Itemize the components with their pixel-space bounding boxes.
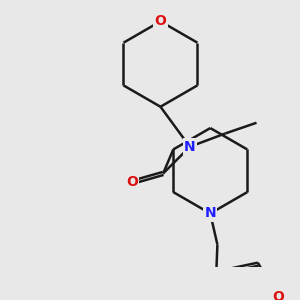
Text: O: O bbox=[126, 175, 138, 189]
Text: N: N bbox=[184, 140, 196, 154]
Text: O: O bbox=[272, 290, 284, 300]
Text: O: O bbox=[154, 14, 166, 28]
Text: N: N bbox=[205, 206, 216, 220]
